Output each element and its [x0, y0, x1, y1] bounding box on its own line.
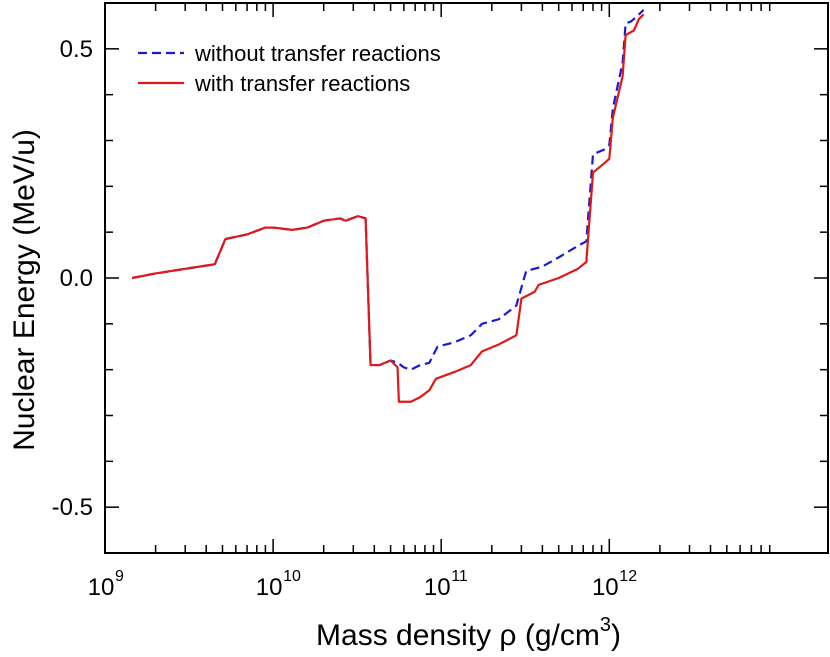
x-tick-label: 10 — [88, 574, 115, 601]
y-tick-label: 0.0 — [60, 265, 93, 292]
y-tick-label: -0.5 — [52, 494, 93, 521]
x-tick-label-exponent: 11 — [451, 568, 468, 585]
y-axis-title: Nuclear Energy (MeV/u) — [8, 129, 41, 451]
series-line-with-transfer — [131, 13, 645, 403]
x-axis-title: Mass density ρ (g/cm3) — [316, 614, 621, 652]
legend-label-with-transfer: with transfer reactions — [194, 71, 410, 96]
x-tick-label-exponent: 9 — [115, 568, 124, 585]
x-axis-title-text: Mass density ρ (g/cm — [316, 619, 600, 652]
plot-area: -0.50.00.5 10 9 10 10 10 11 10 12 — [52, 2, 829, 601]
x-tick-label-exponent: 12 — [619, 568, 637, 585]
x-tick-label-exponent: 10 — [283, 568, 301, 585]
x-tick-label: 10 — [256, 574, 283, 601]
x-tick-label: 10 — [592, 574, 619, 601]
legend: without transfer reactions with transfer… — [138, 41, 441, 96]
x-axis-title-exponent: 3 — [600, 614, 611, 636]
x-tick-label: 10 — [424, 574, 451, 601]
y-ticks: -0.5 0.0 0.5 — [52, 2, 828, 554]
x-ticks: 10 9 10 10 10 11 10 12 — [88, 3, 771, 601]
x-axis-title-suffix: ) — [611, 619, 621, 652]
series-lines — [131, 9, 645, 403]
legend-label-without-transfer: without transfer reactions — [194, 41, 441, 66]
y-tick-label: 0.5 — [60, 36, 93, 63]
